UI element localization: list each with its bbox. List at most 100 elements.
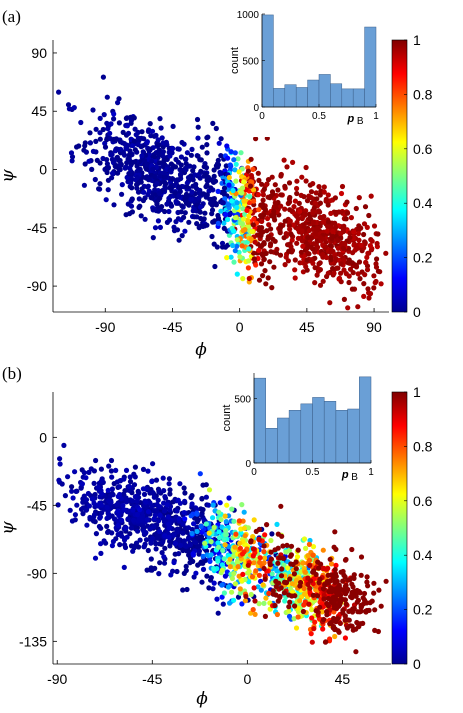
- scatter-point: [80, 510, 86, 517]
- scatter-point: [171, 532, 177, 538]
- scatter-point: [104, 169, 110, 176]
- scatter-point: [353, 593, 359, 599]
- scatter-point: [237, 586, 243, 592]
- scatter-point: [184, 180, 190, 186]
- scatter-point: [257, 559, 263, 566]
- scatter-point: [227, 556, 233, 562]
- scatter-point: [149, 567, 155, 573]
- scatter-point: [162, 533, 168, 539]
- scatter-point: [274, 568, 280, 574]
- scatter-point: [195, 153, 201, 159]
- scatter-point: [248, 236, 254, 242]
- scatter-point: [297, 208, 303, 214]
- scatter-point: [340, 568, 346, 575]
- scatter-point: [195, 135, 201, 141]
- scatter-point: [101, 112, 107, 118]
- scatter-point: [159, 135, 165, 141]
- scatter-point: [116, 484, 123, 490]
- scatter-point: [229, 575, 235, 582]
- scatter-point: [256, 247, 262, 253]
- scatter-point: [91, 480, 97, 486]
- scatter-point: [216, 535, 222, 541]
- scatter-point: [341, 267, 347, 273]
- scatter-point: [256, 207, 262, 213]
- scatter-point: [333, 224, 339, 230]
- scatter-point: [74, 502, 80, 508]
- scatter-point: [193, 505, 199, 511]
- scatter-point: [209, 233, 215, 240]
- scatter-point: [200, 482, 206, 488]
- scatter-point: [209, 207, 216, 213]
- scatter-point: [161, 560, 168, 566]
- scatter-point: [320, 252, 326, 258]
- scatter-point: [128, 525, 134, 531]
- scatter-point: [292, 257, 298, 263]
- scatter-point: [177, 171, 184, 177]
- x-axis-label: ϕ: [195, 340, 207, 360]
- scatter-point: [97, 181, 103, 187]
- colorbar: 0 0.2 0.4 0.6 0.8 1: [391, 384, 433, 672]
- scatter-point: [263, 595, 269, 601]
- scatter-point: [235, 594, 242, 600]
- scatter-point: [371, 285, 377, 291]
- scatter-point: [194, 116, 201, 123]
- histogram-bar: [300, 403, 313, 464]
- scatter-point: [357, 276, 363, 282]
- scatter-point: [90, 107, 96, 113]
- y-tick-label: -90: [27, 565, 47, 581]
- scatter-point: [364, 267, 371, 273]
- scatter-point: [130, 142, 136, 149]
- scatter-point: [224, 255, 230, 261]
- scatter-point: [240, 206, 246, 212]
- scatter-point: [302, 212, 308, 218]
- scatter-point: [288, 231, 294, 238]
- scatter-point: [110, 492, 116, 498]
- scatter-point: [273, 578, 279, 585]
- scatter-point: [211, 241, 217, 247]
- scatter-point: [310, 246, 316, 252]
- scatter-point: [153, 477, 160, 483]
- scatter-point: [153, 132, 159, 138]
- scatter-point: [130, 498, 136, 504]
- scatter-point: [89, 166, 95, 172]
- x-tick-label: 0: [243, 671, 251, 687]
- scatter-point: [281, 235, 287, 241]
- scatter-point: [250, 166, 256, 172]
- scatter-point: [157, 116, 163, 122]
- colorbar-tick-label: 0.6: [413, 493, 433, 509]
- x-axis-label: ϕ: [196, 689, 208, 709]
- scatter-point: [141, 544, 147, 550]
- scatter-point: [356, 223, 362, 229]
- scatter-point: [332, 251, 338, 258]
- scatter-point: [282, 206, 288, 212]
- scatter-point: [109, 486, 115, 492]
- scatter-point: [361, 281, 367, 287]
- scatter-point: [354, 599, 360, 605]
- scatter-point: [87, 130, 93, 136]
- scatter-point: [153, 546, 159, 552]
- scatter-point: [268, 193, 274, 199]
- scatter-point: [234, 200, 240, 206]
- scatter-point: [287, 599, 293, 605]
- scatter-point: [209, 202, 215, 208]
- scatter-point: [341, 296, 347, 302]
- inset-x-tick-label: 0: [259, 111, 265, 122]
- scatter-point: [122, 542, 128, 548]
- scatter-point: [198, 157, 204, 163]
- scatter-point: [157, 560, 163, 566]
- scatter-point: [65, 102, 72, 108]
- scatter-point: [203, 171, 209, 178]
- scatter-point: [327, 242, 334, 248]
- scatter-point: [231, 571, 237, 577]
- scatter-point: [340, 245, 347, 251]
- scatter-point: [244, 207, 250, 213]
- scatter-point: [237, 540, 243, 547]
- panel-label: (b): [2, 364, 22, 383]
- scatter-point: [157, 529, 163, 535]
- y-axis-label: ψ: [0, 521, 18, 535]
- scatter-point: [256, 537, 262, 543]
- scatter-point: [364, 579, 370, 585]
- scatter-point: [187, 556, 194, 562]
- scatter-point: [144, 139, 150, 145]
